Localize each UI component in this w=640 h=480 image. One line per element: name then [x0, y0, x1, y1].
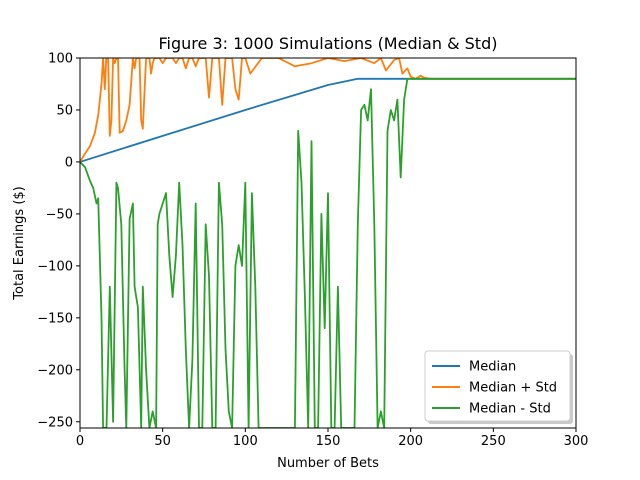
legend-items: Median Median + Std Median - Std — [432, 360, 557, 417]
series-line-1 — [80, 58, 576, 163]
x-tick-label: 50 — [154, 434, 171, 449]
y-tick-label: 0 — [65, 155, 73, 170]
x-tick-label: 200 — [398, 434, 423, 449]
x-tick-label: 250 — [481, 434, 506, 449]
legend-label: Median — [469, 360, 516, 375]
legend-label: Median + Std — [469, 381, 557, 396]
y-tick-label: 50 — [56, 103, 73, 118]
x-tick-label: 300 — [564, 434, 589, 449]
y-tick-label: −200 — [37, 363, 73, 378]
y-tick-label: −50 — [46, 207, 73, 222]
chart-title: Figure 3: 1000 Simulations (Median & Std… — [159, 34, 498, 53]
series-layer — [80, 58, 576, 428]
legend-label: Median - Std — [469, 402, 551, 417]
y-tick-label: 100 — [48, 52, 73, 67]
legend-box — [424, 350, 571, 422]
y-axis: −250 −200 −150 −100 −50 0 50 100 — [37, 52, 80, 430]
x-tick-label: 100 — [233, 434, 258, 449]
legend: Median Median + Std Median - Std — [424, 350, 573, 424]
x-tick-label: 150 — [316, 434, 341, 449]
y-tick-label: −100 — [37, 259, 73, 274]
series-line-0 — [80, 77, 576, 163]
x-tick-label: 0 — [76, 434, 84, 449]
x-axis-label: Number of Bets — [277, 456, 379, 471]
x-axis: 0 50 100 150 200 250 300 — [76, 428, 589, 449]
y-tick-label: −250 — [37, 415, 73, 430]
y-axis-label: Total Earnings ($) — [12, 186, 27, 300]
y-tick-label: −150 — [37, 311, 73, 326]
series-line-2 — [80, 77, 576, 428]
